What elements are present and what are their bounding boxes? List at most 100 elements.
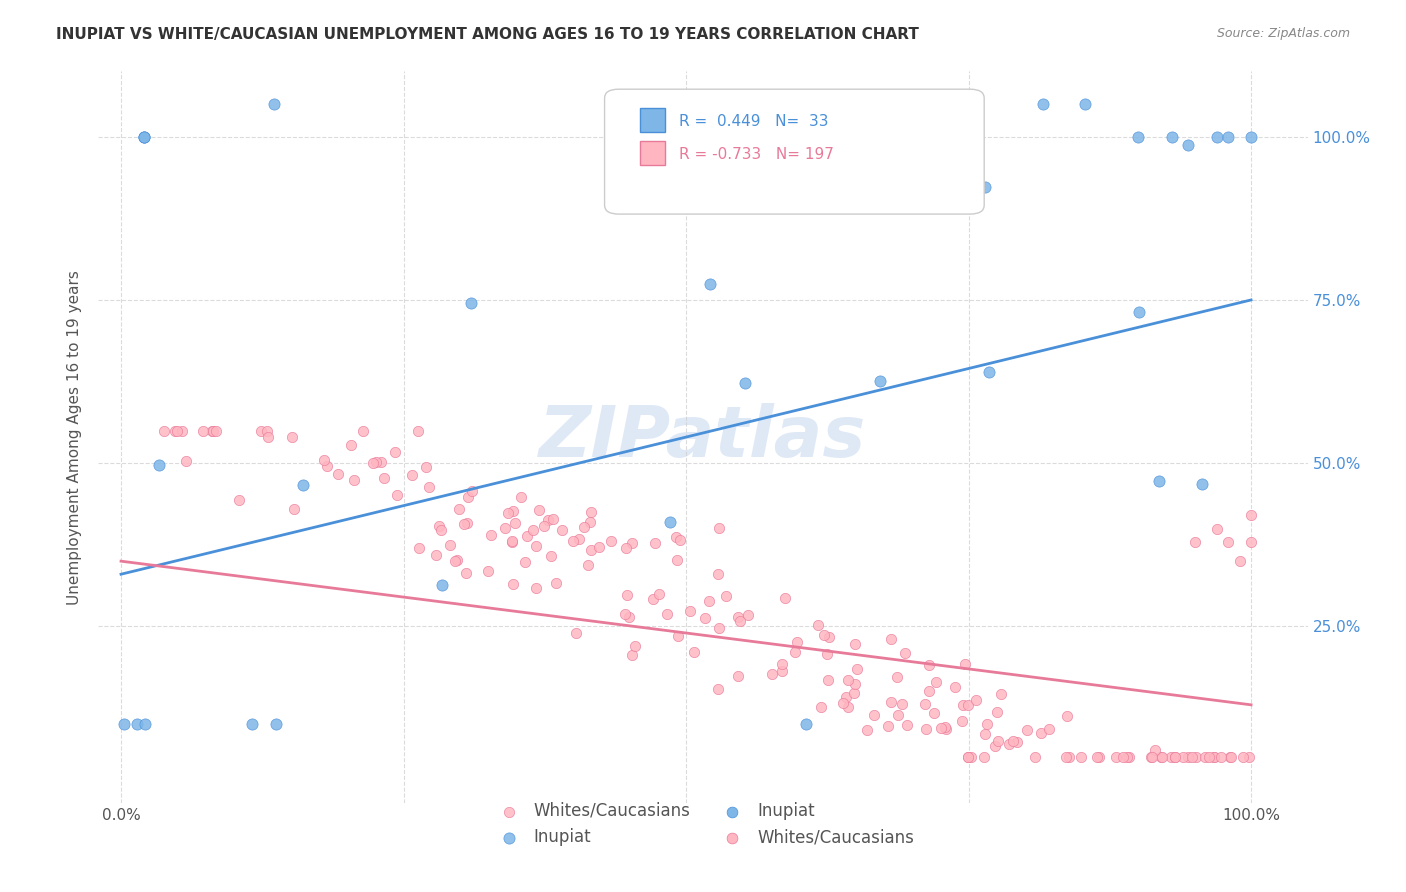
Whites/Caucasians bbox=[1220, 750, 1243, 764]
Whites/Caucasians bbox=[579, 515, 602, 529]
Whites/Caucasians bbox=[457, 490, 479, 504]
Whites/Caucasians bbox=[693, 611, 716, 625]
Whites/Caucasians bbox=[1085, 750, 1108, 764]
Whites/Caucasians bbox=[619, 609, 641, 624]
Whites/Caucasians bbox=[709, 521, 731, 535]
Whites/Caucasians bbox=[456, 516, 478, 530]
Whites/Caucasians bbox=[363, 456, 385, 470]
Whites/Caucasians bbox=[1140, 750, 1163, 764]
Whites/Caucasians bbox=[1240, 534, 1263, 549]
Whites/Caucasians bbox=[616, 588, 638, 602]
Whites/Caucasians bbox=[406, 424, 429, 438]
Whites/Caucasians bbox=[1218, 534, 1240, 549]
Whites/Caucasians bbox=[1209, 750, 1232, 764]
Whites/Caucasians bbox=[340, 438, 363, 452]
Whites/Caucasians bbox=[1204, 750, 1226, 764]
Whites/Caucasians bbox=[974, 727, 997, 741]
Whites/Caucasians bbox=[1111, 750, 1133, 764]
Text: INUPIAT VS WHITE/CAUCASIAN UNEMPLOYMENT AMONG AGES 16 TO 19 YEARS CORRELATION CH: INUPIAT VS WHITE/CAUCASIAN UNEMPLOYMENT … bbox=[56, 27, 920, 42]
Inupiat bbox=[699, 277, 721, 292]
Whites/Caucasians bbox=[984, 739, 1007, 753]
Whites/Caucasians bbox=[998, 737, 1021, 751]
Whites/Caucasians bbox=[707, 567, 730, 582]
Whites/Caucasians bbox=[896, 718, 918, 732]
Whites/Caucasians bbox=[370, 455, 392, 469]
Inupiat bbox=[148, 458, 170, 472]
Whites/Caucasians bbox=[846, 662, 869, 676]
Inupiat bbox=[977, 365, 1000, 379]
Whites/Caucasians bbox=[174, 454, 197, 468]
Whites/Caucasians bbox=[384, 444, 406, 458]
Whites/Caucasians bbox=[815, 647, 838, 661]
Whites/Caucasians bbox=[1202, 750, 1225, 764]
Whites/Caucasians bbox=[501, 535, 523, 549]
Whites/Caucasians bbox=[665, 530, 688, 544]
Whites/Caucasians bbox=[477, 565, 499, 579]
Whites/Caucasians bbox=[1181, 750, 1204, 764]
Whites/Caucasians bbox=[786, 635, 808, 649]
Whites/Caucasians bbox=[832, 696, 855, 710]
Whites/Caucasians bbox=[496, 506, 519, 520]
Inupiat bbox=[430, 578, 453, 592]
Whites/Caucasians bbox=[697, 594, 720, 608]
Whites/Caucasians bbox=[446, 553, 468, 567]
Whites/Caucasians bbox=[191, 424, 214, 438]
Text: Source: ZipAtlas.com: Source: ZipAtlas.com bbox=[1216, 27, 1350, 40]
Whites/Caucasians bbox=[887, 707, 910, 722]
Whites/Caucasians bbox=[444, 554, 467, 568]
Inupiat bbox=[1032, 97, 1054, 112]
Whites/Caucasians bbox=[256, 424, 278, 438]
Whites/Caucasians bbox=[540, 549, 562, 564]
Inupiat bbox=[1126, 129, 1149, 144]
Whites/Caucasians bbox=[256, 430, 278, 444]
Whites/Caucasians bbox=[655, 607, 678, 621]
Whites/Caucasians bbox=[170, 424, 193, 438]
Whites/Caucasians bbox=[579, 543, 602, 558]
Whites/Caucasians bbox=[166, 424, 188, 438]
Inupiat bbox=[1073, 97, 1095, 112]
Whites/Caucasians bbox=[837, 699, 859, 714]
Whites/Caucasians bbox=[976, 716, 998, 731]
Whites/Caucasians bbox=[886, 670, 908, 684]
Whites/Caucasians bbox=[328, 467, 350, 481]
Whites/Caucasians bbox=[1054, 750, 1077, 764]
Whites/Caucasians bbox=[987, 734, 1010, 748]
Whites/Caucasians bbox=[925, 675, 948, 690]
Whites/Caucasians bbox=[844, 637, 866, 651]
Whites/Caucasians bbox=[385, 488, 408, 502]
Whites/Caucasians bbox=[401, 467, 423, 482]
Whites/Caucasians bbox=[205, 424, 228, 438]
Whites/Caucasians bbox=[1015, 723, 1038, 737]
Whites/Caucasians bbox=[960, 750, 983, 764]
Inupiat bbox=[1128, 305, 1150, 319]
Whites/Caucasians bbox=[600, 534, 623, 549]
Whites/Caucasians bbox=[551, 523, 574, 537]
Inupiat bbox=[1240, 129, 1263, 144]
Whites/Caucasians bbox=[737, 607, 759, 622]
Whites/Caucasians bbox=[408, 541, 430, 555]
Inupiat bbox=[1161, 129, 1184, 144]
Whites/Caucasians bbox=[439, 538, 461, 552]
Whites/Caucasians bbox=[1059, 750, 1081, 764]
Whites/Caucasians bbox=[1229, 554, 1251, 568]
Whites/Caucasians bbox=[880, 695, 903, 709]
Whites/Caucasians bbox=[522, 523, 544, 537]
Whites/Caucasians bbox=[314, 452, 336, 467]
Whites/Caucasians bbox=[924, 706, 946, 721]
Inupiat bbox=[242, 717, 264, 731]
Whites/Caucasians bbox=[430, 523, 453, 537]
Inupiat bbox=[132, 129, 155, 144]
Whites/Caucasians bbox=[706, 681, 728, 696]
Whites/Caucasians bbox=[783, 645, 806, 659]
Whites/Caucasians bbox=[856, 723, 879, 737]
Whites/Caucasians bbox=[678, 604, 700, 618]
Whites/Caucasians bbox=[524, 539, 547, 553]
Whites/Caucasians bbox=[1024, 750, 1046, 764]
Whites/Caucasians bbox=[1164, 750, 1187, 764]
Whites/Caucasians bbox=[479, 528, 502, 542]
Whites/Caucasians bbox=[153, 424, 176, 438]
Whites/Caucasians bbox=[165, 424, 187, 438]
Whites/Caucasians bbox=[574, 519, 596, 533]
Whites/Caucasians bbox=[818, 630, 841, 644]
Whites/Caucasians bbox=[669, 533, 692, 547]
